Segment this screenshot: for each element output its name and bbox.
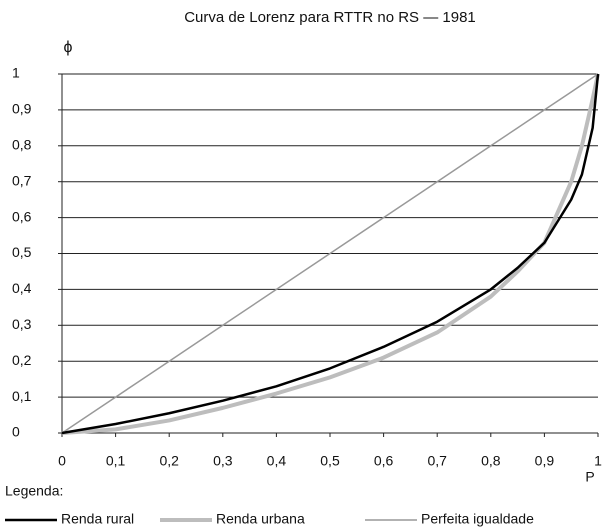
x-tick-label: 0,6 (374, 453, 394, 469)
x-tick-label: 0,7 (427, 453, 447, 469)
y-tick-label: 0 (12, 424, 20, 440)
y-tick-label: 0,8 (12, 137, 32, 153)
x-tick-label: 0,2 (159, 453, 179, 469)
y-tick-label: 1 (12, 65, 20, 81)
y-tick-label: 0,9 (12, 101, 32, 117)
y-tick-label: 0,2 (12, 352, 32, 368)
legend-label: Renda rural (61, 511, 134, 527)
x-tick-label: 1 (594, 453, 602, 469)
y-tick-label: 0,4 (12, 280, 32, 296)
legend-title: Legenda: (5, 483, 63, 499)
series-line (61, 73, 600, 435)
chart-title: Curva de Lorenz para RTTR no RS — 1981 (184, 9, 476, 26)
series-line (61, 73, 599, 434)
y-tick-label: 0,1 (12, 388, 32, 404)
x-tick-label: 0 (58, 453, 66, 469)
y-tick-label: 0,5 (12, 244, 32, 260)
series-line (61, 73, 600, 435)
y-tick-label: 0,6 (12, 208, 32, 224)
legend-label: Renda urbana (216, 511, 305, 527)
x-tick-label: 0,4 (267, 453, 287, 469)
x-tick-label: 0,8 (481, 453, 501, 469)
y-tick-label: 0,7 (12, 172, 32, 188)
x-tick-label: 0,3 (213, 453, 233, 469)
y-tick-label: 0,3 (12, 316, 32, 332)
y-axis-label: ϕ (64, 39, 73, 56)
legend-label: Perfeita igualdade (421, 511, 534, 527)
x-tick-label: 0,1 (106, 453, 126, 469)
x-axis-label: P (585, 469, 594, 485)
x-tick-label: 0,5 (320, 453, 340, 469)
x-tick-label: 0,9 (535, 453, 555, 469)
